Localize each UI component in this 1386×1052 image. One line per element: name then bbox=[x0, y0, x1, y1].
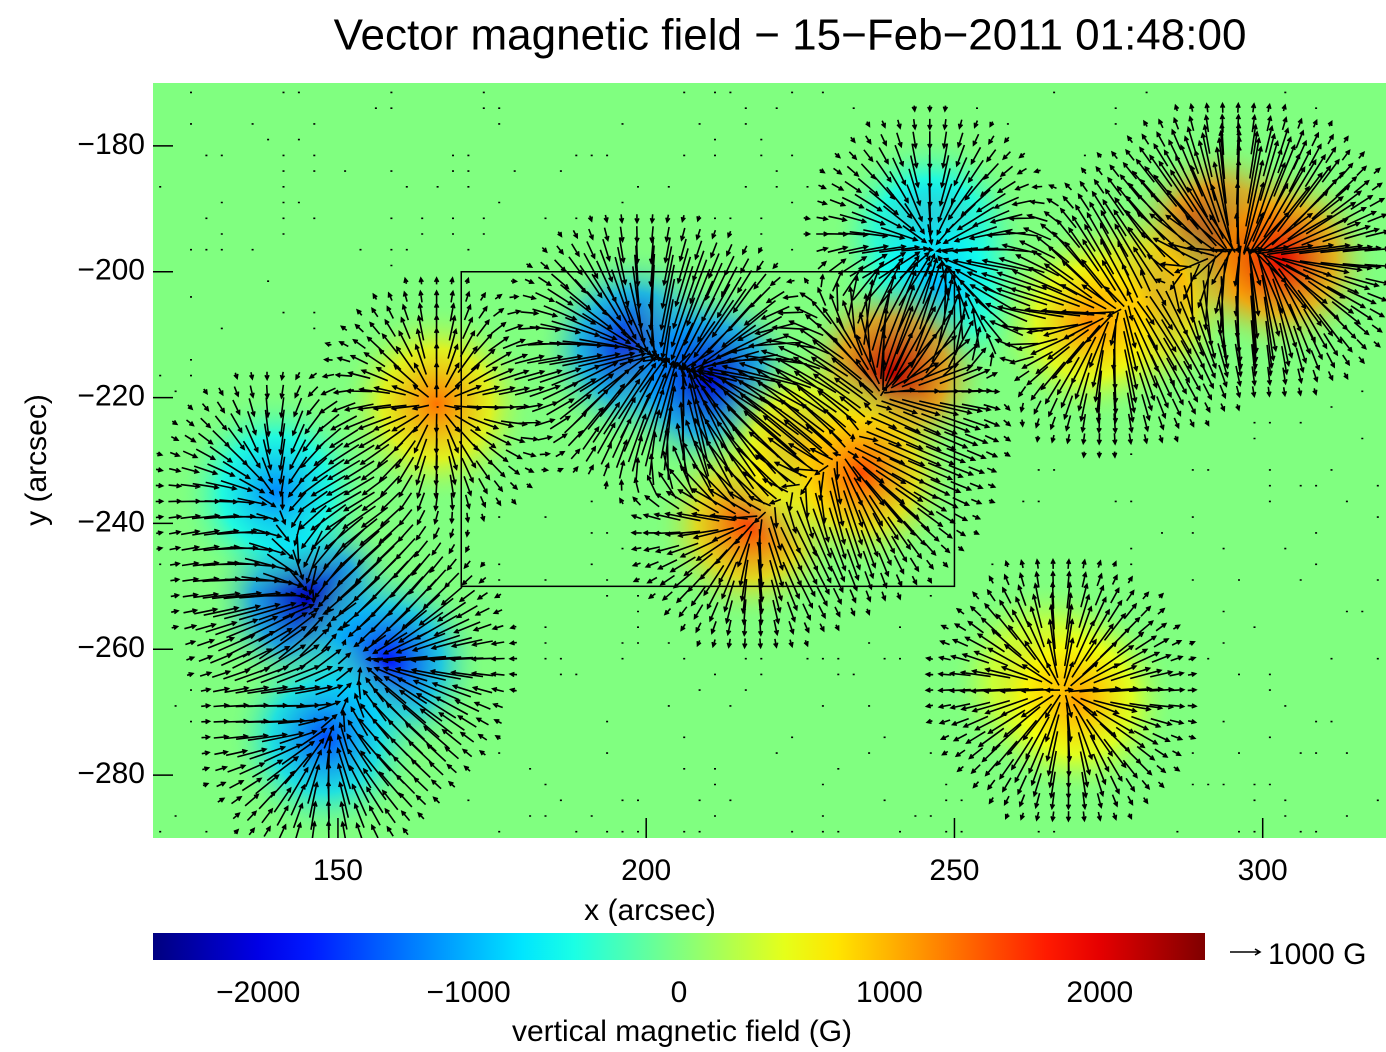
x-tick-label: 150 bbox=[313, 854, 363, 887]
x-tick-label: 250 bbox=[929, 854, 979, 887]
y-tick-label: −260 bbox=[77, 631, 145, 664]
field-source bbox=[337, 303, 536, 505]
reference-arrow bbox=[1230, 948, 1262, 956]
vector-arrows bbox=[155, 91, 1386, 838]
y-axis-label: y (arcsec) bbox=[20, 394, 53, 526]
y-tick-label: −180 bbox=[77, 128, 145, 161]
colorbar-tick-label: 2000 bbox=[1066, 976, 1133, 1009]
y-tick-label: −280 bbox=[77, 757, 145, 790]
reference-arrow-label: 1000 G bbox=[1268, 938, 1366, 971]
y-tick-label: −200 bbox=[77, 254, 145, 287]
field-source bbox=[226, 636, 425, 838]
colorbar bbox=[153, 933, 1205, 960]
colorbar-tick-label: 0 bbox=[671, 976, 688, 1009]
y-tick-label: −240 bbox=[77, 505, 145, 538]
y-tick-label: −220 bbox=[77, 380, 145, 413]
x-tick-label: 300 bbox=[1238, 854, 1288, 887]
region-box bbox=[460, 271, 956, 588]
colorbar-tick-label: 1000 bbox=[856, 976, 923, 1009]
plot-area bbox=[153, 83, 1386, 838]
colorbar-tick-label: −1000 bbox=[426, 976, 510, 1009]
colorbar-tick-label: −2000 bbox=[216, 976, 300, 1009]
chart-title: Vector magnetic field − 15−Feb−2011 01:4… bbox=[334, 11, 1247, 60]
colorbar-label: vertical magnetic field (G) bbox=[512, 1015, 852, 1048]
x-tick-label: 200 bbox=[621, 854, 671, 887]
x-axis-label: x (arcsec) bbox=[584, 894, 716, 927]
